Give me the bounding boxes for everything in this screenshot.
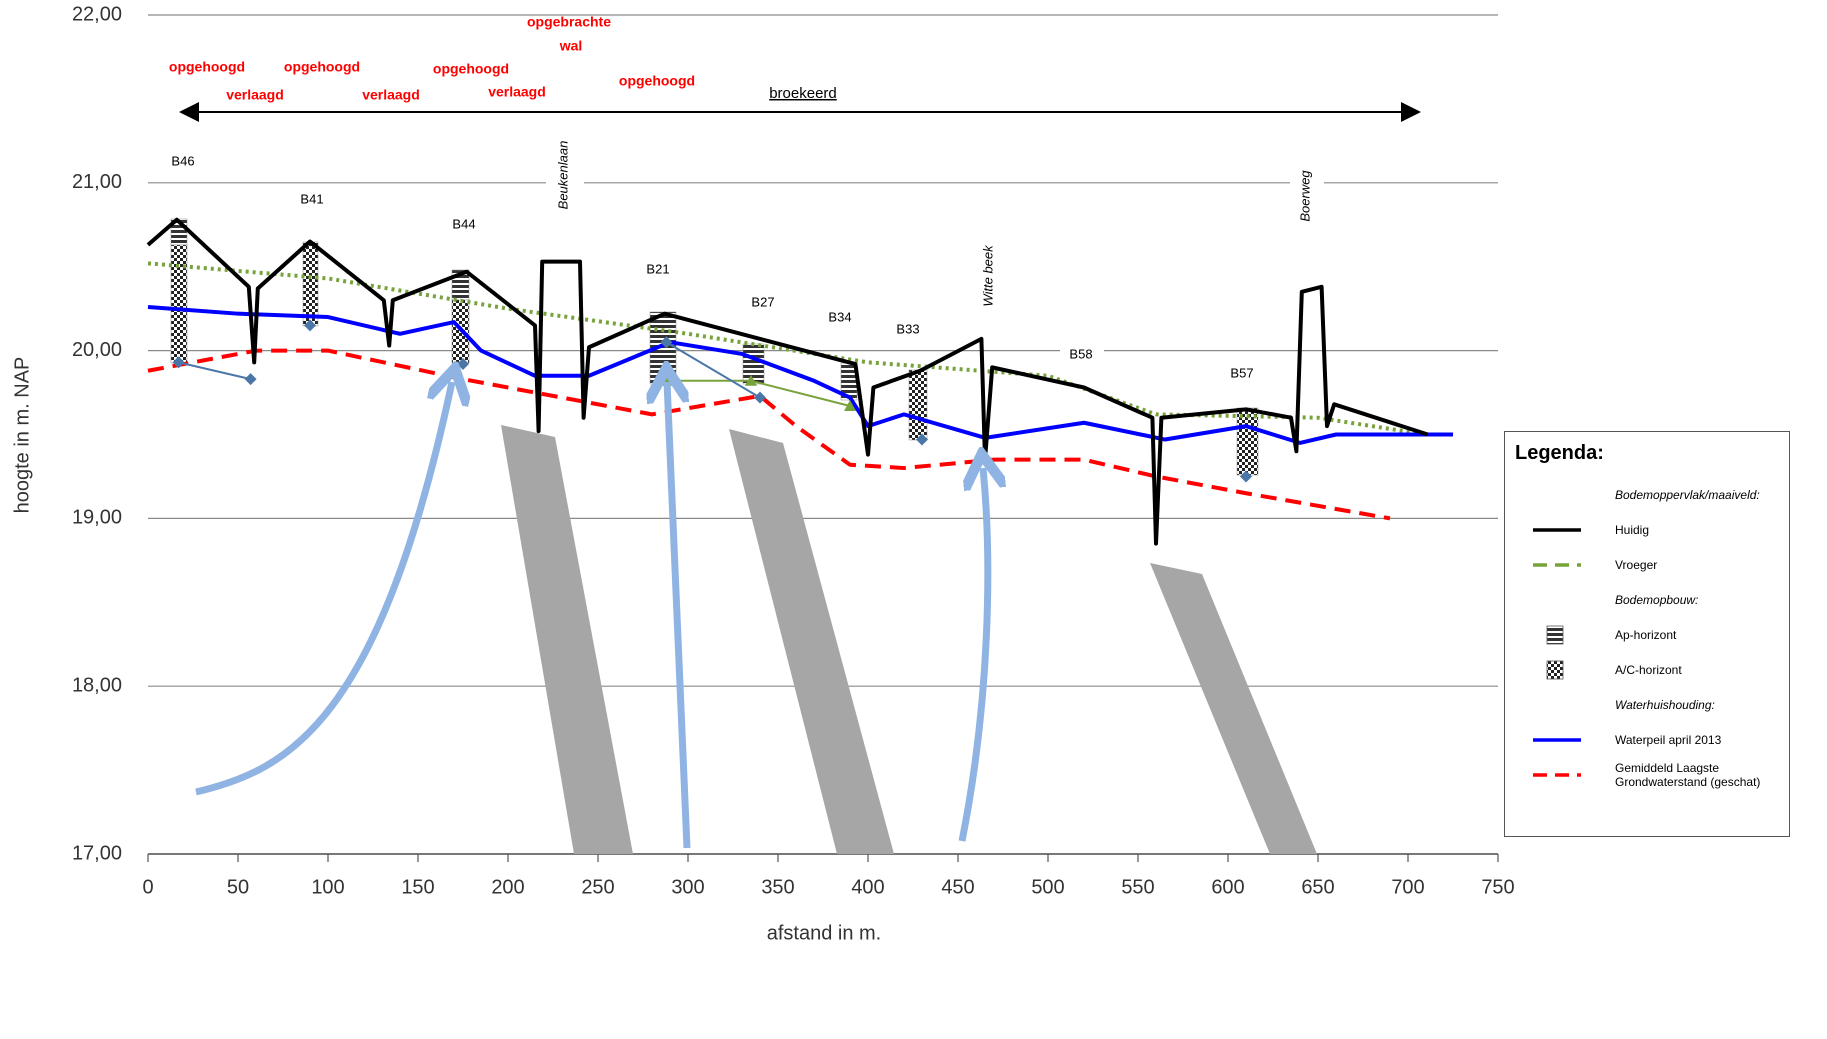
legenda-item: Vroeger xyxy=(1505,547,1789,582)
legenda-swatch xyxy=(1533,763,1601,787)
annotation: B57 xyxy=(1230,365,1253,380)
x-tick-label: 50 xyxy=(227,876,249,898)
legenda-item: Waterpeil april 2013 xyxy=(1505,722,1789,757)
annotation: opgehoogd xyxy=(284,59,360,75)
swatch-pattern xyxy=(1547,661,1563,679)
gray-band xyxy=(1150,563,1317,854)
legenda-swatch xyxy=(1533,553,1601,577)
x-tick-label: 650 xyxy=(1301,876,1334,898)
x-tick-label: 300 xyxy=(671,876,704,898)
flow-arrow xyxy=(667,382,687,848)
annotation: verlaagd xyxy=(362,87,420,103)
annotation: broekeerd xyxy=(769,85,837,102)
x-tick-label: 750 xyxy=(1481,876,1514,898)
legenda-label: Huidig xyxy=(1615,523,1780,537)
legenda-swatch xyxy=(1533,658,1601,682)
legenda-label: Ap-horizont xyxy=(1615,628,1780,642)
ac-horizon xyxy=(909,370,927,440)
ac-horizon xyxy=(303,242,318,326)
annotations: opgehoogdverlaagdopgehoogdverlaagdopgeho… xyxy=(169,14,1313,381)
ac-horizon xyxy=(171,245,187,363)
legenda-swatch xyxy=(1533,728,1601,752)
series-line xyxy=(179,362,251,379)
annotation: B41 xyxy=(300,191,323,206)
annotation: wal xyxy=(559,38,583,54)
legenda: Legenda: Bodemoppervlak/maaiveld: Huidig V… xyxy=(1504,431,1790,837)
legenda-title: Legenda: xyxy=(1515,442,1789,465)
annotation: verlaagd xyxy=(226,87,284,103)
flow-arrow xyxy=(196,382,452,792)
x-tick-label: 500 xyxy=(1031,876,1064,898)
swatch-pattern xyxy=(1547,626,1563,644)
annotation: Witte beek xyxy=(980,244,995,307)
annotation: opgehoogd xyxy=(169,59,245,75)
legenda-item: A/C-horizont xyxy=(1505,652,1789,687)
annotation: B58 xyxy=(1069,346,1092,361)
legenda-swatch xyxy=(1533,518,1601,542)
legenda-label: Waterhuishouding: xyxy=(1615,698,1780,712)
legenda-swatch xyxy=(1533,623,1601,647)
x-tick-label: 550 xyxy=(1121,876,1154,898)
x-tick-label: 350 xyxy=(761,876,794,898)
x-tick-label: 400 xyxy=(851,876,884,898)
legenda-label: Bodemoppervlak/maaiveld: xyxy=(1615,488,1780,502)
y-tick-label: 17,00 xyxy=(72,842,122,864)
y-tick-label: 22,00 xyxy=(72,3,122,25)
legenda-item: Huidig xyxy=(1505,512,1789,547)
x-tick-label: 100 xyxy=(311,876,344,898)
x-tick-label: 700 xyxy=(1391,876,1424,898)
annotation: opgehoogd xyxy=(433,61,509,77)
x-tick-label: 150 xyxy=(401,876,434,898)
annotation: opgebrachte xyxy=(527,14,611,30)
y-tick-label: 21,00 xyxy=(72,171,122,193)
annotation: verlaagd xyxy=(488,84,546,100)
x-tick-label: 250 xyxy=(581,876,614,898)
x-tick-label: 450 xyxy=(941,876,974,898)
annotation: Beukenlaan xyxy=(555,141,570,210)
y-tick-label: 18,00 xyxy=(72,674,122,696)
ap-horizon xyxy=(743,344,764,384)
legenda-label: A/C-horizont xyxy=(1615,663,1780,677)
flow-arrow xyxy=(962,468,988,841)
legenda-label: Bodemopbouw: xyxy=(1615,593,1780,607)
annotation: opgehoogd xyxy=(619,73,695,89)
point-marker xyxy=(245,373,257,385)
decoration xyxy=(181,112,1419,854)
annotation: Boerweg xyxy=(1297,170,1312,222)
y-tick-label: 20,00 xyxy=(72,339,122,361)
legenda-item: Gemiddeld Laagste Grondwaterstand (gesch… xyxy=(1505,757,1789,792)
y-axis-label: hoogte in m. NAP xyxy=(11,357,33,514)
annotation: B27 xyxy=(751,294,774,309)
annotation: B46 xyxy=(171,153,194,168)
legenda-item: Waterhuishouding: xyxy=(1505,687,1789,722)
legenda-item: Bodemoppervlak/maaiveld: xyxy=(1505,477,1789,512)
annotation: B44 xyxy=(452,216,475,231)
x-tick-label: 200 xyxy=(491,876,524,898)
legenda-item: Bodemopbouw: xyxy=(1505,582,1789,617)
gray-band xyxy=(729,429,894,854)
annotation: B34 xyxy=(828,309,851,324)
x-tick-label: 600 xyxy=(1211,876,1244,898)
gray-band xyxy=(501,425,633,854)
x-axis-label: afstand in m. xyxy=(767,922,882,944)
legenda-label: Waterpeil april 2013 xyxy=(1615,733,1780,747)
annotation: B33 xyxy=(896,321,919,336)
page: 17,00 18,00 19,00 20,00 21,00 22,00 0 50 100 150 2… xyxy=(0,0,1827,1039)
x-tick-label: 0 xyxy=(142,876,153,898)
legenda-label: Vroeger xyxy=(1615,558,1780,572)
legenda-label: Gemiddeld Laagste Grondwaterstand (gesch… xyxy=(1615,761,1780,789)
legenda-item: Ap-horizont xyxy=(1505,617,1789,652)
y-tick-label: 19,00 xyxy=(72,507,122,529)
annotation: B21 xyxy=(646,261,669,276)
